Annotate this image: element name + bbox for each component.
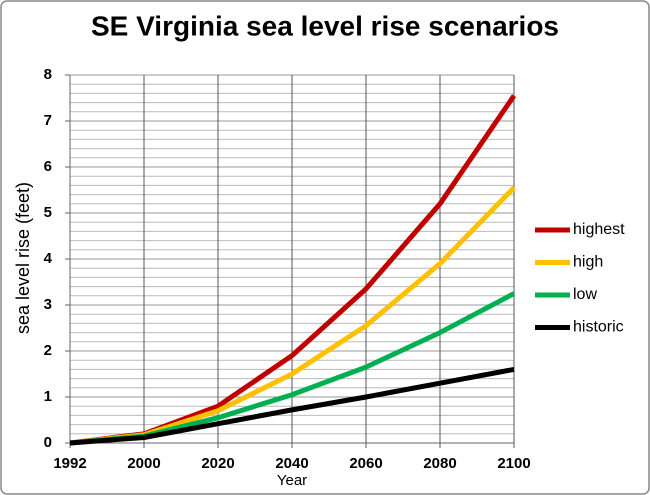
legend-label: high xyxy=(573,254,603,271)
y-tick-label: 1 xyxy=(44,388,52,405)
y-tick-label: 0 xyxy=(44,434,52,451)
y-axis-label: sea level rise (feet) xyxy=(13,182,33,334)
line-series xyxy=(69,366,515,446)
y-tick-label: 4 xyxy=(44,250,53,267)
y-tick-label: 5 xyxy=(44,204,52,221)
x-tick-label: 2040 xyxy=(275,455,308,472)
y-tick-label: 2 xyxy=(44,342,52,359)
chart-title: SE Virginia sea level rise scenarios xyxy=(91,10,559,41)
x-tick-label: 2020 xyxy=(201,455,234,472)
legend-label: historic xyxy=(573,319,624,336)
x-tick-label: 1992 xyxy=(53,455,86,472)
x-tick-label: 2000 xyxy=(127,455,160,472)
x-tick-label: 2080 xyxy=(423,455,456,472)
legend-label: low xyxy=(573,286,597,303)
y-tick-label: 3 xyxy=(44,296,52,313)
y-tick-label: 7 xyxy=(44,112,52,129)
y-tick-label: 8 xyxy=(44,66,52,83)
x-tick-label: 2060 xyxy=(349,455,382,472)
legend-label: highest xyxy=(573,221,625,238)
y-tick-label: 6 xyxy=(44,158,52,175)
x-axis-label: Year xyxy=(277,472,307,489)
x-tick-label: 2100 xyxy=(497,455,530,472)
